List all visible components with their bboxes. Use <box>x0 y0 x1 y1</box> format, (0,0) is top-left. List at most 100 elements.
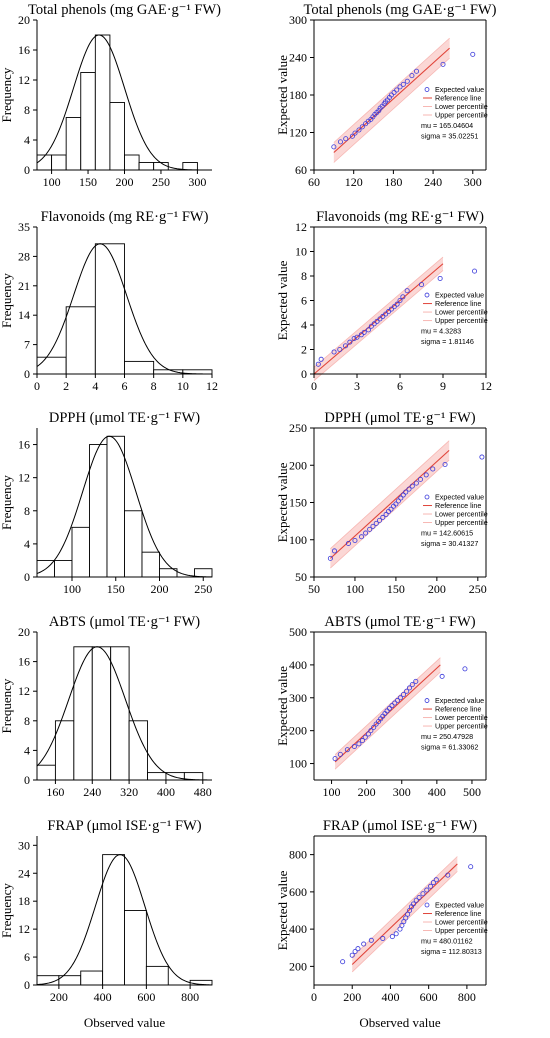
x-tick-label: 10 <box>177 379 189 393</box>
qq-point <box>373 520 379 526</box>
normal-curve <box>36 854 213 986</box>
qq-point <box>393 501 399 507</box>
x-tick-label: 400 <box>94 990 112 1004</box>
legend-label: Reference line <box>435 909 481 918</box>
legend-label: Lower percentile <box>435 510 488 519</box>
y-tick-label: 8 <box>301 269 307 283</box>
qq-point <box>380 514 386 520</box>
lower-percentile-line <box>351 871 458 973</box>
qq-point <box>352 130 358 136</box>
x-tick-label: 50 <box>308 582 320 596</box>
y-tick-label: 600 <box>289 885 307 899</box>
reference-line <box>333 47 450 153</box>
y-tick-label: 8 <box>24 714 30 728</box>
normal-curve <box>36 243 212 375</box>
qq-point <box>468 864 474 870</box>
y-tick-label: 35 <box>18 220 30 234</box>
y-tick-label: 500 <box>289 625 307 639</box>
qq-point <box>393 931 399 937</box>
qq-point <box>349 952 355 958</box>
y-tick-label: 60 <box>295 163 307 177</box>
qq-point <box>409 483 415 489</box>
hist-ylabel: Frequency <box>0 883 14 938</box>
qq-point <box>440 61 446 67</box>
y-tick-label: 400 <box>289 922 307 936</box>
qq-point <box>368 728 374 734</box>
qq-point <box>397 695 403 701</box>
y-tick-label: 50 <box>295 570 307 584</box>
qq-point <box>439 673 445 679</box>
y-tick-label: 21 <box>18 279 30 293</box>
qq-point <box>355 946 361 952</box>
qq-point <box>401 919 407 925</box>
y-tick-label: 28 <box>18 249 30 263</box>
hist-ylabel: Frequency <box>0 273 14 328</box>
x-tick-label: 3 <box>354 379 360 393</box>
y-tick-label: 0 <box>24 570 30 584</box>
qq-point <box>315 361 321 367</box>
qq-point <box>389 703 395 709</box>
x-tick-label: 12 <box>206 379 218 393</box>
y-tick-label: 4 <box>24 743 30 757</box>
qq-point <box>433 877 439 883</box>
qq-point <box>377 517 383 523</box>
legend-label: Expected value <box>435 291 484 300</box>
qq-point <box>479 454 485 460</box>
qq-point <box>423 472 429 478</box>
y-tick-label: 20 <box>18 13 30 27</box>
histogram-bar <box>65 306 96 375</box>
histogram-bar <box>94 34 111 171</box>
qq-point <box>442 462 448 468</box>
y-tick-label: 12 <box>18 73 30 87</box>
qq-point <box>380 935 386 941</box>
stat-sigma: sigma = 35.02251 <box>421 132 478 141</box>
legend-marker-expected <box>424 902 430 908</box>
reference-line <box>351 863 458 965</box>
x-tick-label: 600 <box>420 990 438 1004</box>
qq-point <box>409 73 415 79</box>
lower-percentile-line <box>330 459 450 569</box>
qq-point <box>384 708 390 714</box>
qq-point <box>356 741 362 747</box>
qq-point <box>371 724 377 730</box>
y-tick-label: 16 <box>18 655 30 669</box>
qq-point <box>363 530 369 536</box>
x-tick-label: 8 <box>151 379 157 393</box>
qq-title: ABTS (μmol TE·g⁻¹ FW) <box>324 614 475 630</box>
x-tick-label: 9 <box>440 379 446 393</box>
legend-marker-expected <box>424 698 430 703</box>
y-tick-label: 200 <box>289 458 307 472</box>
y-tick-label: 6 <box>301 294 307 308</box>
x-tick-label: 200 <box>428 582 446 596</box>
x-tick-label: 12 <box>480 379 492 393</box>
y-tick-label: 200 <box>289 724 307 738</box>
qq-point <box>420 891 426 897</box>
x-tick-label: 200 <box>116 175 134 189</box>
hist-title: DPPH (μmol TE·g⁻¹ FW) <box>49 410 200 426</box>
x-tick-label: 320 <box>120 785 138 799</box>
qq-point <box>400 81 406 87</box>
y-tick-label: 0 <box>24 163 30 177</box>
y-tick-label: 12 <box>18 922 30 936</box>
qq-point <box>413 897 419 903</box>
qq-point <box>343 343 349 349</box>
qq-point <box>445 872 451 878</box>
upper-percentile-line <box>313 256 444 368</box>
legend-label: Lower percentile <box>435 918 488 927</box>
legend-label: Upper percentile <box>435 926 488 935</box>
qq-point <box>397 926 403 932</box>
legend-label: Upper percentile <box>435 722 488 731</box>
x-tick-label: 0 <box>34 379 40 393</box>
legend-label: Reference line <box>435 299 481 308</box>
x-tick-label: 300 <box>464 175 482 189</box>
qq-point <box>406 486 412 492</box>
x-tick-label: 60 <box>308 175 320 189</box>
x-tick-label: 200 <box>343 990 361 1004</box>
qq-point <box>403 489 409 495</box>
qq-point <box>340 959 346 965</box>
qq-point <box>418 282 424 288</box>
x-tick-label: 150 <box>387 582 405 596</box>
qq-point <box>405 911 411 917</box>
qq-point <box>428 883 434 889</box>
y-tick-label: 16 <box>18 438 30 452</box>
